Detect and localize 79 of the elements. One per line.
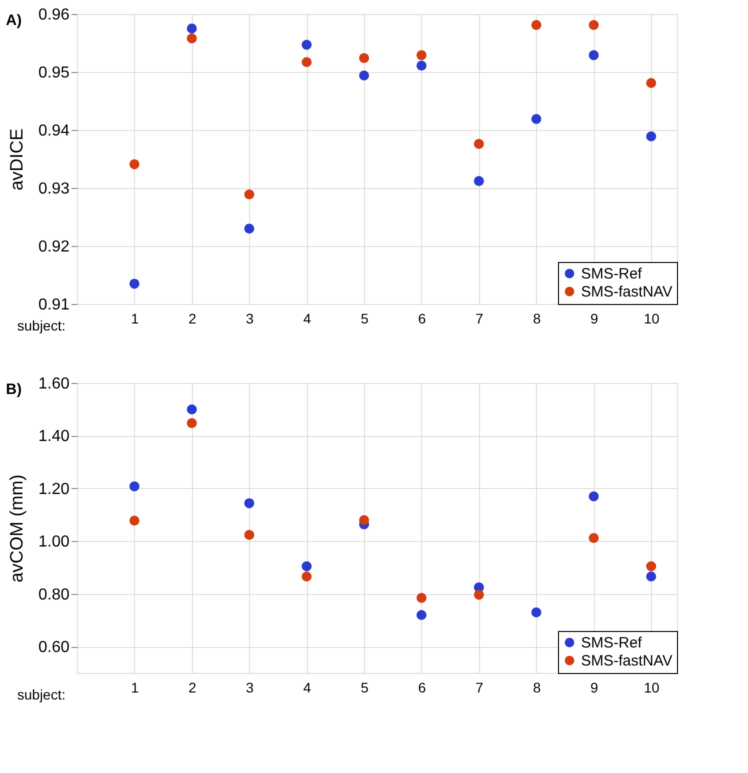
x-tick-label: 5 — [360, 310, 369, 326]
point — [186, 24, 197, 34]
y-tick-label: 1.00 — [38, 534, 70, 551]
y-axis-title: avDICE — [6, 128, 26, 191]
point — [359, 53, 370, 64]
x-axis-title: subject: — [17, 686, 66, 702]
x-tick-label: 6 — [418, 310, 426, 326]
x-tick-label: 10 — [644, 310, 660, 326]
x-tick-label: 8 — [532, 310, 541, 326]
point — [531, 607, 542, 618]
point — [359, 515, 370, 526]
x-tick-label: 3 — [246, 680, 254, 696]
point — [302, 572, 312, 582]
x-tick-label: 9 — [590, 310, 598, 326]
point — [129, 159, 140, 170]
point — [588, 533, 599, 544]
legend-label: SMS-fastNAV — [581, 652, 672, 670]
x-tick-label: 2 — [188, 680, 196, 696]
y-tick-label: 0.95 — [38, 64, 70, 82]
y-tick-label: 1.40 — [38, 428, 70, 446]
x-axis-title: subject: — [17, 318, 66, 334]
point — [474, 138, 484, 149]
point — [531, 20, 542, 30]
x-tick-label: 10 — [644, 680, 660, 696]
point — [588, 20, 599, 30]
point — [416, 610, 426, 620]
y-tick-label: 1.60 — [38, 376, 70, 392]
point — [244, 530, 254, 540]
point — [588, 50, 599, 60]
point — [186, 33, 197, 44]
legend-label: SMS-Ref — [581, 266, 643, 282]
x-tick-label: 8 — [532, 680, 541, 696]
y-tick-label: 0.92 — [38, 238, 70, 256]
y-tick-label: 0.60 — [38, 639, 70, 656]
point — [129, 481, 140, 492]
x-tick-label: 7 — [476, 680, 484, 696]
point — [244, 498, 254, 508]
point — [474, 176, 484, 186]
point — [474, 590, 484, 600]
chart-title: B) — [6, 381, 22, 398]
point — [186, 418, 197, 428]
y-tick-label: 1.20 — [38, 480, 70, 498]
x-tick-label: 2 — [188, 310, 196, 326]
x-tick-label: 7 — [476, 310, 484, 326]
legend-label: SMS-Ref — [581, 634, 643, 652]
x-tick-label: 6 — [418, 680, 426, 696]
y-tick-label: 0.93 — [38, 180, 70, 198]
point — [129, 278, 140, 289]
point — [646, 572, 656, 582]
chart-title: A) — [6, 12, 22, 29]
point — [302, 57, 312, 68]
point — [588, 491, 599, 502]
point — [416, 592, 426, 603]
x-tick-label: 5 — [360, 680, 369, 696]
point — [531, 114, 542, 124]
point — [646, 131, 656, 142]
legend-label: SMS-fastNAV — [581, 284, 672, 300]
point — [244, 189, 254, 200]
point — [302, 561, 312, 572]
y-tick-label: 0.91 — [38, 296, 70, 314]
y-tick-label: 0.96 — [38, 6, 70, 24]
x-tick-label: 4 — [303, 680, 312, 696]
point — [416, 60, 426, 71]
y-tick-label: 0.94 — [38, 122, 70, 140]
x-tick-label: 3 — [246, 310, 254, 326]
x-tick-label: 9 — [590, 680, 598, 696]
x-tick-label: 4 — [303, 310, 312, 326]
point — [186, 404, 197, 414]
point — [416, 50, 426, 60]
y-axis-title: avCOM (mm) — [6, 474, 26, 582]
y-tick-label: 0.80 — [38, 586, 70, 604]
point — [129, 516, 140, 526]
x-tick-label: 1 — [131, 680, 140, 696]
point — [359, 70, 370, 80]
point — [302, 40, 312, 50]
point — [646, 561, 656, 572]
x-tick-label: 1 — [131, 310, 140, 326]
point — [244, 224, 254, 234]
point — [646, 78, 656, 88]
